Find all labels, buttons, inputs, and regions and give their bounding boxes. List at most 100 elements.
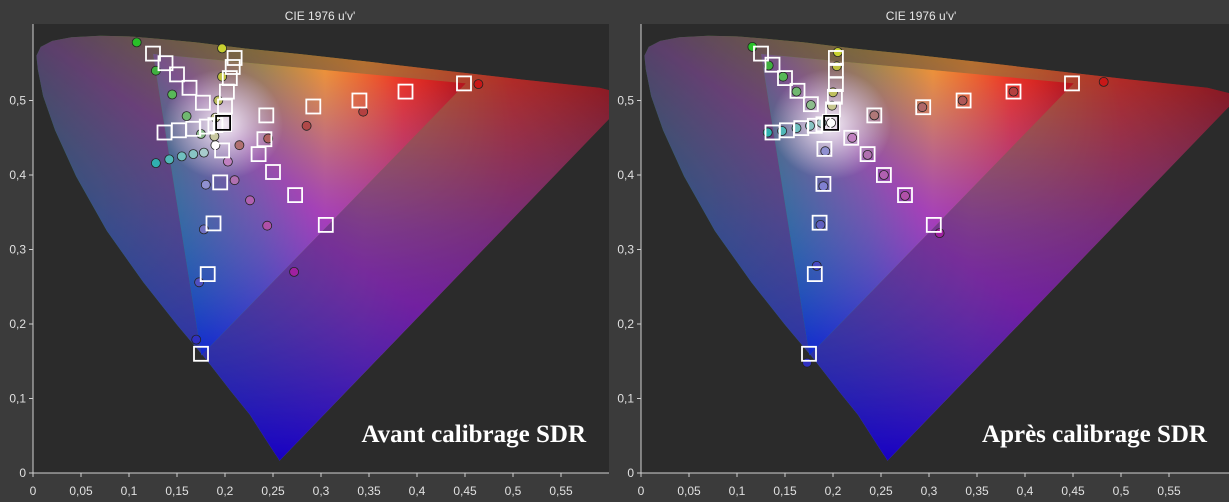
axes: 0 0,05 0,1 0,15 0,2 0,25 0,3 0,35 0,4 0,45 0,5 0,55… xyxy=(9,24,609,498)
x-tick-label: 0,35 xyxy=(965,484,989,498)
x-tick-label: 0,25 xyxy=(261,484,285,498)
target-square xyxy=(955,92,972,109)
x-tick-label: 0,55 xyxy=(1157,484,1181,498)
target-square xyxy=(815,175,832,192)
target-square xyxy=(816,140,833,157)
x-tick-label: 0,2 xyxy=(825,484,842,498)
white-target-square xyxy=(822,113,841,132)
measured-point xyxy=(862,149,873,160)
target-square xyxy=(317,216,334,233)
measured-point xyxy=(900,190,910,201)
x-tick-label: 0,3 xyxy=(313,484,330,498)
y-tick-label: 0 xyxy=(627,466,634,480)
y-tick-label: 0,2 xyxy=(9,317,26,331)
chart-annotation: Après calibrage SDR xyxy=(982,421,1208,448)
measured-point xyxy=(194,277,205,288)
x-tick-label: 0,55 xyxy=(549,484,573,498)
measured-point xyxy=(473,79,484,89)
target-square xyxy=(194,94,211,111)
target-square xyxy=(169,66,185,83)
target-square xyxy=(925,216,942,233)
measured-point xyxy=(289,266,300,277)
target-square xyxy=(145,45,161,62)
target-square xyxy=(806,266,823,283)
target-square xyxy=(866,107,883,124)
x-tick-label: 0,35 xyxy=(357,484,381,498)
measured-point xyxy=(1098,77,1109,87)
target-square xyxy=(181,79,198,96)
target-square xyxy=(827,76,844,92)
measured-point xyxy=(191,334,202,345)
measured-point xyxy=(815,219,826,230)
target-square xyxy=(218,83,235,100)
target-square xyxy=(777,70,793,86)
chart-panel-after: CIE 1976 u'v' 0 0,05 0,1 0,15 0,2 0,25 0,3 0,35… xyxy=(617,9,1229,498)
measured-point xyxy=(818,181,829,192)
target-square xyxy=(224,59,241,75)
measured-point xyxy=(917,102,928,113)
measured-point xyxy=(1008,86,1019,97)
measured-point xyxy=(198,147,209,158)
y-tick-label: 0,3 xyxy=(617,243,634,257)
target-square xyxy=(397,83,414,100)
y-tick-label: 0 xyxy=(19,466,26,480)
target-square xyxy=(198,118,215,135)
x-tick-label: 0,45 xyxy=(453,484,477,498)
measured-point xyxy=(869,110,880,121)
target-square xyxy=(875,167,892,183)
measured-point xyxy=(358,106,369,117)
y-tick-label: 0,5 xyxy=(9,94,26,108)
target-square xyxy=(250,146,267,163)
measured-point xyxy=(802,357,813,368)
y-tick-label: 0,3 xyxy=(9,243,26,257)
target-square xyxy=(205,215,222,232)
chart-title: CIE 1976 u'v' xyxy=(285,9,356,23)
measured-point xyxy=(263,133,274,144)
measured-point xyxy=(934,228,945,239)
target-markers xyxy=(753,45,1080,362)
x-tick-label: 0,1 xyxy=(121,484,138,498)
target-square xyxy=(256,131,273,148)
measured-point xyxy=(234,140,245,151)
x-tick-label: 0,05 xyxy=(677,484,701,498)
x-tick-label: 0,1 xyxy=(729,484,746,498)
x-tick-label: 0,4 xyxy=(409,484,426,498)
chart-title: CIE 1976 u'v' xyxy=(886,9,957,23)
target-square xyxy=(193,345,209,362)
target-square xyxy=(843,129,860,146)
x-tick-label: 0,15 xyxy=(773,484,797,498)
x-tick-label: 0,15 xyxy=(165,484,189,498)
target-square xyxy=(226,50,243,66)
y-tick-label: 0,1 xyxy=(617,392,634,406)
target-square xyxy=(806,117,823,134)
y-tick-label: 0,5 xyxy=(617,94,634,108)
measured-point xyxy=(791,86,802,97)
target-square xyxy=(199,266,216,283)
y-tick-label: 0,4 xyxy=(9,168,26,182)
x-tick-label: 0,2 xyxy=(217,484,234,498)
chart-annotation: Avant calibrage SDR xyxy=(361,421,586,448)
target-square xyxy=(764,56,781,73)
measured-point xyxy=(200,179,211,190)
y-tick-label: 0,4 xyxy=(617,168,634,182)
target-markers xyxy=(145,45,472,362)
x-tick-label: 0,45 xyxy=(1061,484,1085,498)
measured-point xyxy=(176,151,187,162)
x-tick-label: 0 xyxy=(30,484,37,498)
target-square xyxy=(351,92,368,109)
measured-point xyxy=(222,156,233,167)
target-square xyxy=(287,187,304,204)
measured-point xyxy=(805,120,815,131)
measured-point xyxy=(805,100,816,110)
measured-point xyxy=(957,95,968,106)
target-square xyxy=(802,96,819,113)
target-square xyxy=(215,115,232,131)
measured-point xyxy=(164,154,175,165)
measured-point xyxy=(762,127,773,138)
x-tick-label: 0,3 xyxy=(921,484,938,498)
measured-point xyxy=(181,111,192,121)
white-target-square xyxy=(214,113,233,132)
measured-point xyxy=(217,43,228,54)
x-tick-label: 0 xyxy=(638,484,645,498)
